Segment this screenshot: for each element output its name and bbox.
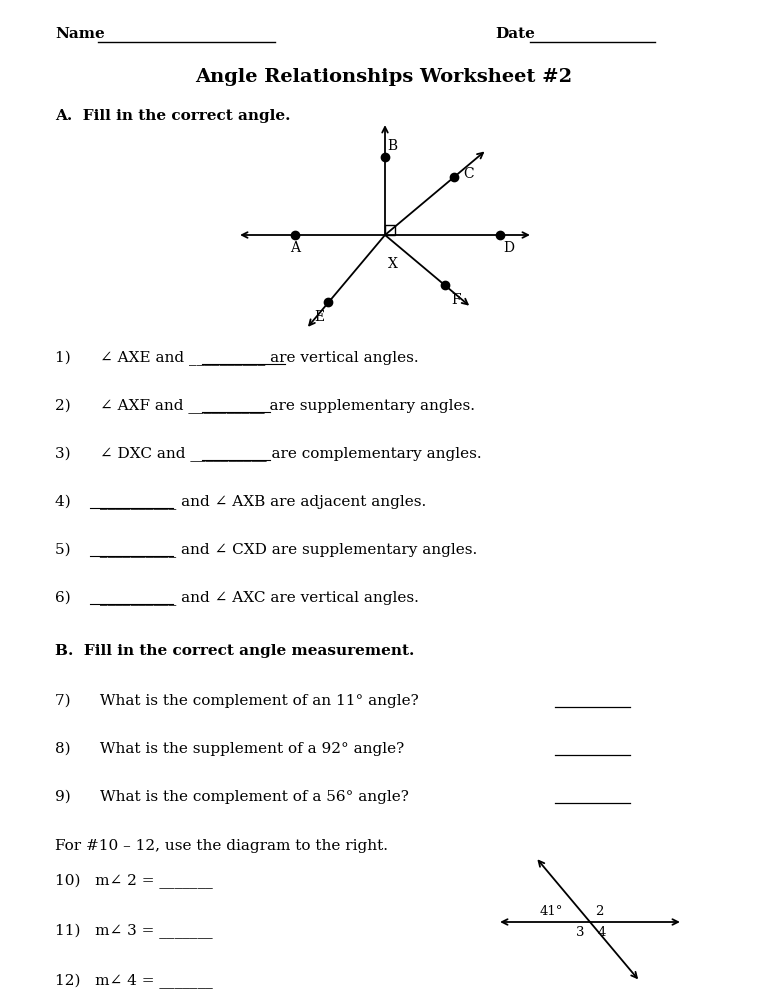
Text: 3: 3 [576, 926, 584, 939]
Text: 7)      What is the complement of an 11° angle?: 7) What is the complement of an 11° angl… [55, 694, 419, 708]
Text: F: F [451, 292, 461, 307]
Text: D: D [503, 241, 514, 255]
Text: B: B [387, 139, 397, 153]
Text: 6)      __________ and ∠ AXC are vertical angles.: 6) __________ and ∠ AXC are vertical ang… [55, 590, 419, 606]
Text: 9)      What is the complement of a 56° angle?: 9) What is the complement of a 56° angle… [55, 789, 409, 804]
Text: E: E [314, 310, 324, 324]
Text: 12)   m∠ 4 = _______: 12) m∠ 4 = _______ [55, 973, 213, 989]
Text: C: C [463, 167, 473, 181]
Text: X: X [388, 257, 398, 271]
Text: 8)      What is the supplement of a 92° angle?: 8) What is the supplement of a 92° angle… [55, 742, 404, 756]
Text: 10)   m∠ 2 = _______: 10) m∠ 2 = _______ [55, 874, 213, 889]
Text: 3)      ∠ DXC and __________ are complementary angles.: 3) ∠ DXC and __________ are complementar… [55, 446, 482, 462]
Text: For #10 – 12, use the diagram to the right.: For #10 – 12, use the diagram to the rig… [55, 839, 388, 853]
Text: 1)      ∠ AXE and __________ are vertical angles.: 1) ∠ AXE and __________ are vertical ang… [55, 351, 419, 366]
Text: 2)      ∠ AXF and __________ are supplementary angles.: 2) ∠ AXF and __________ are supplementar… [55, 399, 475, 414]
Text: 41°: 41° [540, 905, 564, 918]
Text: 5)      __________ and ∠ CXD are supplementary angles.: 5) __________ and ∠ CXD are supplementar… [55, 543, 477, 558]
Text: 11)   m∠ 3 = _______: 11) m∠ 3 = _______ [55, 923, 213, 939]
Text: Angle Relationships Worksheet #2: Angle Relationships Worksheet #2 [195, 68, 573, 86]
Text: 4)      __________ and ∠ AXB are adjacent angles.: 4) __________ and ∠ AXB are adjacent ang… [55, 495, 426, 510]
Text: Name: Name [55, 27, 104, 41]
Text: Date: Date [495, 27, 535, 41]
Text: A.  Fill in the correct angle.: A. Fill in the correct angle. [55, 109, 290, 123]
Text: A: A [290, 241, 300, 255]
Text: B.  Fill in the correct angle measurement.: B. Fill in the correct angle measurement… [55, 644, 415, 658]
Text: 4: 4 [598, 926, 607, 939]
Text: 2: 2 [595, 905, 604, 918]
